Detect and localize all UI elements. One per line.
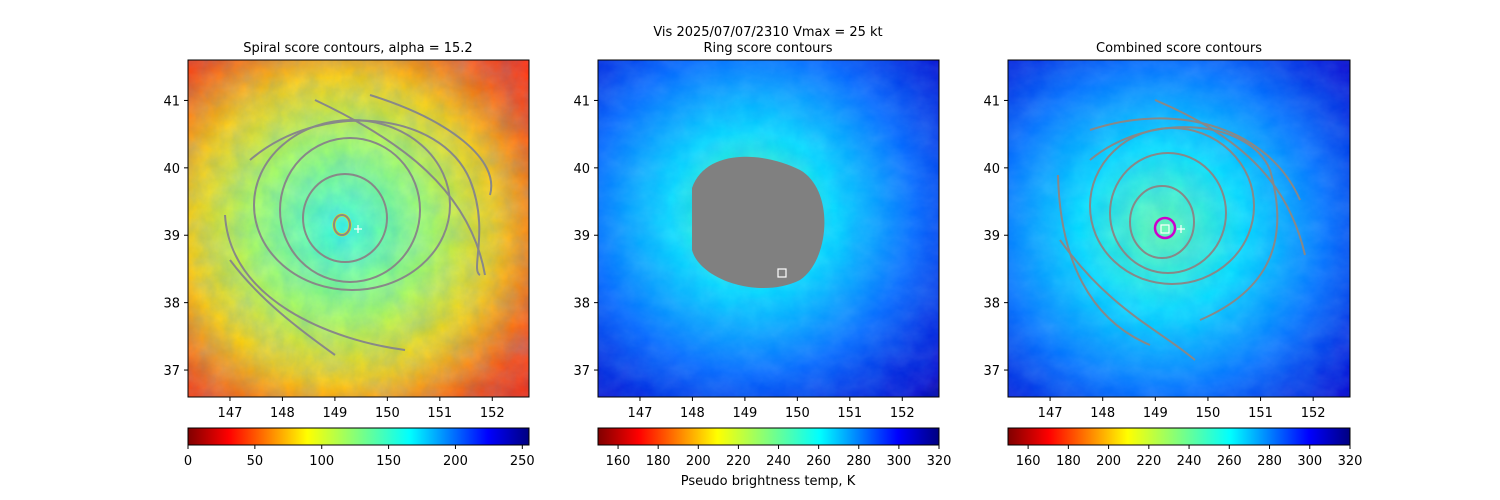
y-tick-label: 37: [163, 364, 180, 379]
colorbar-tick-label: 240: [1177, 454, 1202, 469]
x-tick-label: 147: [1038, 406, 1063, 421]
y-axis: 37 38 39 40 41: [163, 94, 188, 379]
panel-title: Ring score contours: [703, 41, 832, 56]
y-axis: 37 38 39 40 41: [573, 94, 598, 379]
axes-frame: [1007, 59, 1351, 398]
colorbar-label: Pseudo brightness temp, K: [681, 474, 856, 489]
colorbar-tick-label: 320: [927, 454, 952, 469]
y-axis: 37 38 39 40 41: [983, 94, 1008, 379]
colorbar-tick-label: 250: [510, 454, 535, 469]
colorbar-tick-label: 160: [606, 454, 631, 469]
y-tick-label: 37: [573, 364, 590, 379]
colorbar-tick-label: 300: [1297, 454, 1322, 469]
x-tick-label: 151: [837, 406, 862, 421]
suptitle: Vis 2025/07/07/2310 Vmax = 25 kt: [653, 25, 882, 40]
y-tick-label: 38: [983, 297, 1000, 312]
score-contours: [1057, 99, 1306, 361]
x-tick-label: 148: [1090, 406, 1115, 421]
colorbar: 160 180 200 220 240 260 280 300 320: [597, 427, 952, 469]
colorbar-tick-label: 280: [1257, 454, 1282, 469]
square-marker: [777, 268, 787, 278]
colorbar-tick-label: 220: [1136, 454, 1161, 469]
colorbar: 0 50 100 150 200 250: [184, 427, 535, 469]
colorbar-gradient: [1007, 427, 1351, 446]
panel-spiral: Spiral score contours, alpha = 15.2 147 1…: [163, 41, 534, 469]
colorbar-tick-label: 50: [247, 454, 264, 469]
panel-ring: Ring score contours 147 148 149 150 151 152 3…: [573, 41, 951, 489]
x-tick-label: 151: [1248, 406, 1273, 421]
colorbar-tick-label: 280: [846, 454, 871, 469]
x-tick-label: 150: [1196, 406, 1221, 421]
x-axis: 147 148 149 150 151 152: [628, 397, 915, 421]
x-tick-label: 152: [1301, 406, 1326, 421]
colorbar-tick-label: 240: [766, 454, 791, 469]
y-tick-label: 39: [163, 229, 180, 244]
x-tick-label: 152: [890, 406, 915, 421]
center-marker: [354, 225, 362, 233]
colorbar-gradient: [597, 427, 940, 446]
y-tick-label: 41: [163, 94, 180, 109]
colorbar-tick-label: 260: [806, 454, 831, 469]
colorbar-tick-label: 260: [1217, 454, 1242, 469]
colorbar-tick-label: 200: [443, 454, 468, 469]
colorbar-tick-label: 320: [1338, 454, 1363, 469]
x-tick-label: 148: [680, 406, 705, 421]
y-tick-label: 40: [163, 162, 180, 177]
x-tick-label: 149: [322, 406, 347, 421]
y-tick-label: 38: [163, 297, 180, 312]
colorbar-tick-label: 150: [376, 454, 401, 469]
colorbar-tick-label: 200: [686, 454, 711, 469]
colorbar-tick-label: 220: [726, 454, 751, 469]
colorbar-tick-label: 0: [184, 454, 192, 469]
x-tick-label: 151: [427, 406, 452, 421]
y-tick-label: 39: [573, 229, 590, 244]
x-tick-label: 150: [785, 406, 810, 421]
axes-frame: [597, 59, 940, 398]
y-tick-label: 40: [983, 162, 1000, 177]
heatmap-image: [598, 60, 939, 397]
score-contours: [224, 94, 493, 356]
colorbar-tick-label: 300: [886, 454, 911, 469]
x-tick-label: 150: [375, 406, 400, 421]
x-axis: 147 148 149 150 151 152: [218, 397, 505, 421]
x-tick-label: 152: [480, 406, 505, 421]
panel-title: Combined score contours: [1096, 41, 1262, 56]
x-tick-label: 147: [628, 406, 653, 421]
x-tick-label: 149: [1143, 406, 1168, 421]
axes-frame: [187, 59, 530, 398]
x-tick-label: 148: [270, 406, 295, 421]
center-marker: [1177, 225, 1185, 233]
y-tick-label: 38: [573, 297, 590, 312]
y-tick-label: 39: [983, 229, 1000, 244]
panel-combined: Combined score contours 147 148 149 150 151 1…: [983, 41, 1362, 469]
x-tick-label: 147: [218, 406, 243, 421]
y-tick-label: 37: [983, 364, 1000, 379]
y-tick-label: 41: [983, 94, 1000, 109]
colorbar-tick-label: 200: [1096, 454, 1121, 469]
y-tick-label: 40: [573, 162, 590, 177]
x-tick-label: 149: [732, 406, 757, 421]
colorbar: 160 180 200 220 240 260 280 300 320: [1007, 427, 1363, 469]
square-marker: [1160, 224, 1170, 234]
y-tick-label: 41: [573, 94, 590, 109]
colorbar-tick-label: 180: [646, 454, 671, 469]
colorbar-tick-label: 160: [1016, 454, 1041, 469]
x-axis: 147 148 149 150 151 152: [1038, 397, 1326, 421]
colorbar-tick-label: 180: [1056, 454, 1081, 469]
colorbar-tick-label: 100: [309, 454, 334, 469]
colorbar-gradient: [187, 427, 530, 446]
panel-title: Spiral score contours, alpha = 15.2: [243, 41, 472, 56]
